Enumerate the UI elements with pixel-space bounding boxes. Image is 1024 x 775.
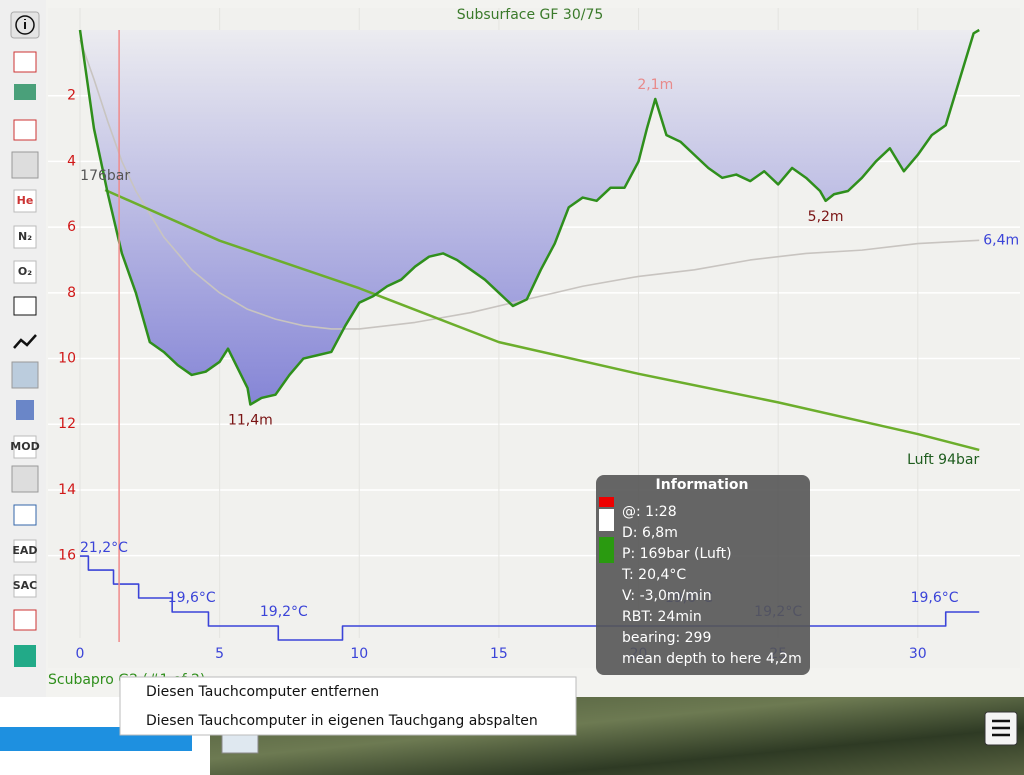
map-thumb bbox=[221, 734, 259, 754]
chart-title: Subsurface GF 30/75 bbox=[457, 7, 604, 23]
tool-icon[interactable] bbox=[11, 361, 39, 389]
x-tick-label: 15 bbox=[490, 646, 508, 662]
info-line: bearing: 299 bbox=[622, 630, 711, 646]
info-line: @: 1:28 bbox=[622, 504, 677, 520]
tool-button[interactable] bbox=[13, 435, 37, 459]
tool-label: SAC bbox=[13, 579, 38, 592]
tool-icon[interactable] bbox=[14, 645, 36, 667]
info-swatch bbox=[599, 497, 614, 507]
tool-label: MOD bbox=[10, 440, 39, 453]
x-tick-label: 30 bbox=[909, 646, 927, 662]
annotation: Luft 94bar bbox=[907, 452, 979, 468]
info-line: T: 20,4°C bbox=[621, 567, 686, 583]
annotation: 19,2°C bbox=[260, 604, 308, 620]
y-tick-label: 12 bbox=[58, 416, 76, 432]
annotation: 19,6°C bbox=[168, 590, 216, 606]
tool-label: N₂ bbox=[18, 230, 32, 243]
y-tick-label: 16 bbox=[58, 548, 76, 564]
tool-icon[interactable] bbox=[13, 296, 37, 316]
menu-icon bbox=[992, 719, 1010, 737]
annotation: 21,2°C bbox=[80, 540, 128, 556]
info-line: P: 169bar (Luft) bbox=[622, 546, 732, 562]
annotation: 6,4m bbox=[983, 232, 1019, 248]
series-line bbox=[104, 188, 980, 452]
series-line bbox=[78, 28, 980, 406]
info-line: D: 6,8m bbox=[622, 525, 678, 541]
toolbar-icons: He N₂ O₂ MOD EAD SAC bbox=[10, 11, 40, 667]
tool-button[interactable] bbox=[13, 225, 37, 249]
tool-icon[interactable] bbox=[11, 465, 39, 493]
menu-item[interactable]: Diesen Tauchcomputer entfernen bbox=[146, 684, 379, 700]
menu-item[interactable]: Diesen Tauchcomputer in eigenen Tauchgan… bbox=[146, 713, 538, 729]
y-tick-label: 2 bbox=[67, 88, 76, 104]
tool-label: O₂ bbox=[18, 265, 32, 278]
x-tick-label: 0 bbox=[76, 646, 85, 662]
info-line: V: -3,0m/min bbox=[622, 588, 712, 604]
tool-icon[interactable] bbox=[16, 400, 34, 420]
tool-icon[interactable] bbox=[13, 51, 37, 73]
series-line bbox=[79, 39, 980, 330]
tool-button[interactable] bbox=[13, 260, 37, 284]
info-panel bbox=[596, 475, 810, 675]
annotation: 19,6°C bbox=[911, 590, 959, 606]
info-box: Information @: 1:28 D: 6,8m P: 169bar (Luf… bbox=[596, 475, 810, 675]
tool-icon[interactable] bbox=[11, 151, 39, 179]
x-tick-label: 10 bbox=[350, 646, 368, 662]
tool-button[interactable] bbox=[13, 574, 37, 598]
y-tick-label: 4 bbox=[67, 153, 76, 169]
info-line: mean depth to here 4,2m bbox=[622, 651, 802, 667]
info-swatch bbox=[599, 509, 614, 531]
annotation: 5,2m bbox=[808, 209, 844, 225]
y-tick-label: 10 bbox=[58, 351, 76, 367]
tool-icon[interactable] bbox=[13, 119, 37, 141]
tool-label: He bbox=[17, 194, 34, 207]
tool-icon[interactable] bbox=[13, 334, 37, 349]
info-title: Information bbox=[656, 477, 749, 493]
series-line bbox=[80, 555, 980, 641]
tool-icon[interactable] bbox=[13, 504, 37, 526]
depth-area bbox=[80, 30, 980, 405]
info-swatch bbox=[599, 537, 614, 563]
annotation: 11,4m bbox=[228, 413, 273, 429]
tool-icon[interactable] bbox=[14, 84, 36, 100]
tool-button[interactable] bbox=[13, 189, 37, 213]
tool-label: EAD bbox=[12, 544, 37, 557]
context-menu: Diesen Tauchcomputer entfernen Diesen Tau… bbox=[119, 676, 577, 736]
menu-panel bbox=[119, 676, 577, 736]
annotation: 2,1m bbox=[637, 77, 673, 93]
tool-button[interactable] bbox=[13, 539, 37, 563]
y-tick-label: 14 bbox=[58, 482, 76, 498]
y-tick-label: 8 bbox=[67, 285, 76, 301]
x-tick-label: 5 bbox=[215, 646, 224, 662]
annotation: 176bar bbox=[80, 168, 130, 184]
info-line: RBT: 24min bbox=[622, 609, 702, 625]
tool-icon[interactable] bbox=[13, 609, 37, 631]
info-icon bbox=[15, 15, 35, 35]
y-tick-label: 6 bbox=[67, 219, 76, 235]
